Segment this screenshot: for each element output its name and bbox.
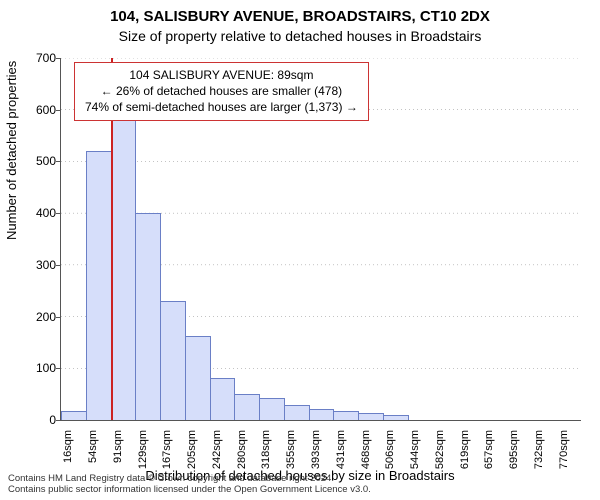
chart-title: 104, SALISBURY AVENUE, BROADSTAIRS, CT10… [0, 8, 600, 25]
histogram-bar [383, 415, 409, 420]
x-tick-label: 280sqm [236, 430, 248, 469]
histogram-bar [135, 213, 161, 420]
histogram-bar [309, 409, 335, 420]
histogram-bar [333, 411, 359, 420]
histogram-bar [234, 394, 260, 420]
histogram-bar [185, 336, 211, 420]
y-tick-label: 300 [36, 258, 56, 272]
x-tick-label: 657sqm [483, 430, 495, 469]
histogram-bar [210, 378, 236, 420]
x-tick-label: 732sqm [533, 430, 545, 469]
y-tick-label: 0 [49, 413, 56, 427]
x-tick-label: 393sqm [310, 430, 322, 469]
y-tick-label: 100 [36, 361, 56, 375]
histogram-bar [86, 151, 112, 420]
histogram-bar [358, 413, 384, 420]
footer-text: Contains HM Land Registry data © Crown c… [8, 474, 371, 496]
y-tick-label: 700 [36, 51, 56, 65]
y-tick-label: 500 [36, 154, 56, 168]
chart-subtitle: Size of property relative to detached ho… [0, 28, 600, 44]
x-tick-label: 167sqm [161, 430, 173, 469]
histogram-bar [111, 119, 137, 420]
x-tick-label: 205sqm [186, 430, 198, 469]
x-tick-label: 506sqm [384, 430, 396, 469]
annotation-line3: 74% of semi-detached houses are larger (… [85, 99, 358, 115]
annotation-line2: ← 26% of detached houses are smaller (47… [85, 83, 358, 99]
y-tick-label: 600 [36, 103, 56, 117]
x-tick-label: 468sqm [360, 430, 372, 469]
y-tick-label: 400 [36, 206, 56, 220]
x-tick-label: 318sqm [260, 430, 272, 469]
x-tick-label: 129sqm [137, 430, 149, 469]
x-tick-label: 431sqm [335, 430, 347, 469]
x-tick-label: 619sqm [459, 430, 471, 469]
y-tick-label: 200 [36, 310, 56, 324]
x-tick-label: 91sqm [112, 430, 124, 463]
x-tick-label: 544sqm [409, 430, 421, 469]
x-tick-label: 695sqm [508, 430, 520, 469]
x-tick-label: 16sqm [62, 430, 74, 463]
x-tick-label: 54sqm [87, 430, 99, 463]
x-tick-label: 770sqm [558, 430, 570, 469]
histogram-bar [259, 398, 285, 420]
histogram-bar [284, 405, 310, 420]
x-tick-label: 242sqm [211, 430, 223, 469]
histogram-bar [160, 301, 186, 420]
x-tick-label: 355sqm [285, 430, 297, 469]
y-axis-label: Number of detached properties [4, 61, 19, 240]
x-tick-label: 582sqm [434, 430, 446, 469]
histogram-bar [61, 411, 87, 420]
annotation-box: 104 SALISBURY AVENUE: 89sqm ← 26% of det… [74, 62, 369, 121]
annotation-line1: 104 SALISBURY AVENUE: 89sqm [85, 67, 358, 83]
